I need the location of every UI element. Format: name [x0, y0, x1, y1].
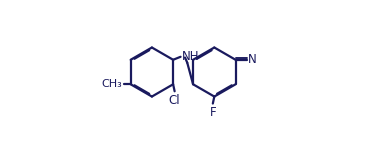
Text: Cl: Cl	[169, 94, 181, 107]
Text: F: F	[209, 106, 216, 119]
Text: CH₃: CH₃	[101, 79, 122, 89]
Text: NH: NH	[182, 50, 200, 63]
Text: N: N	[248, 53, 257, 66]
